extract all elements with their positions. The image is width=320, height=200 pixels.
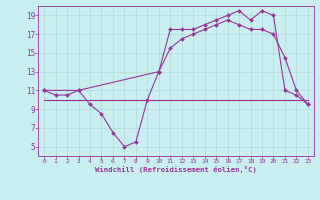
- X-axis label: Windchill (Refroidissement éolien,°C): Windchill (Refroidissement éolien,°C): [95, 166, 257, 173]
